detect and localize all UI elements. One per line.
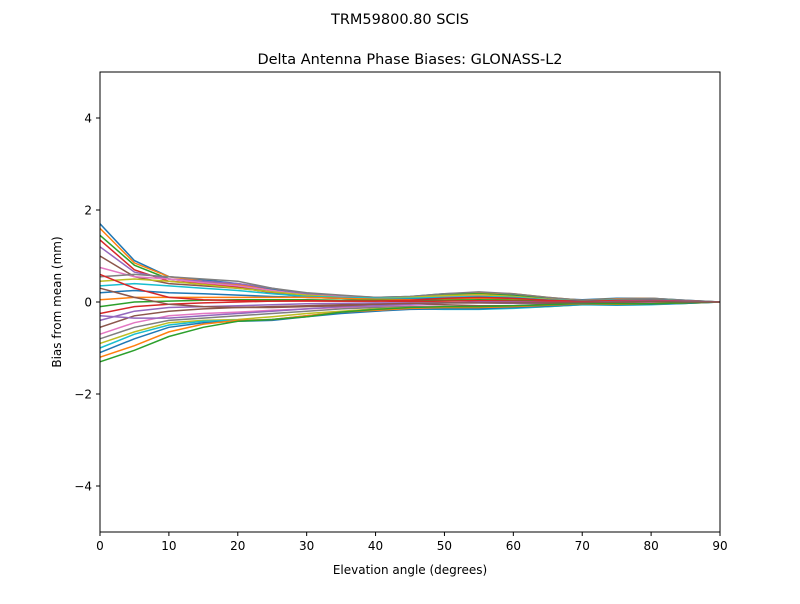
y-tick-label: 0 <box>84 296 92 310</box>
x-axis-label: Elevation angle (degrees) <box>333 563 487 577</box>
series-line-3 <box>99 234 721 303</box>
x-tick-label: 80 <box>643 539 658 553</box>
series-line-26 <box>99 287 720 309</box>
series-line-23 <box>99 301 721 363</box>
x-tick-label: 70 <box>575 539 590 553</box>
x-tick-label: 30 <box>299 539 314 553</box>
y-tick-label: −4 <box>74 480 92 494</box>
x-tick-label: 60 <box>506 539 521 553</box>
x-tick-label: 90 <box>712 539 727 553</box>
x-tick-label: 40 <box>368 539 383 553</box>
series-line-8 <box>99 273 721 303</box>
chart-title: Delta Antenna Phase Biases: GLONASS-L2 <box>257 52 562 68</box>
y-axis: −4 −2 0 2 4 <box>74 112 100 494</box>
x-tick-label: 0 <box>96 539 104 553</box>
series-line-1 <box>99 223 721 303</box>
y-axis-label: Bias from mean (mm) <box>50 236 64 367</box>
series-lines <box>99 223 721 363</box>
x-tick-label: 50 <box>437 539 452 553</box>
y-tick-label: −2 <box>74 388 92 402</box>
y-tick-label: 2 <box>84 204 92 218</box>
x-axis: 0 10 20 30 40 50 60 70 80 90 <box>96 532 728 553</box>
y-tick-label: 4 <box>84 112 92 126</box>
chart-suptitle: TRM59800.80 SCIS <box>330 12 469 28</box>
series-line-2 <box>99 227 721 303</box>
x-tick-label: 10 <box>161 539 176 553</box>
series-line-24 <box>99 273 721 303</box>
x-tick-label: 20 <box>230 539 245 553</box>
